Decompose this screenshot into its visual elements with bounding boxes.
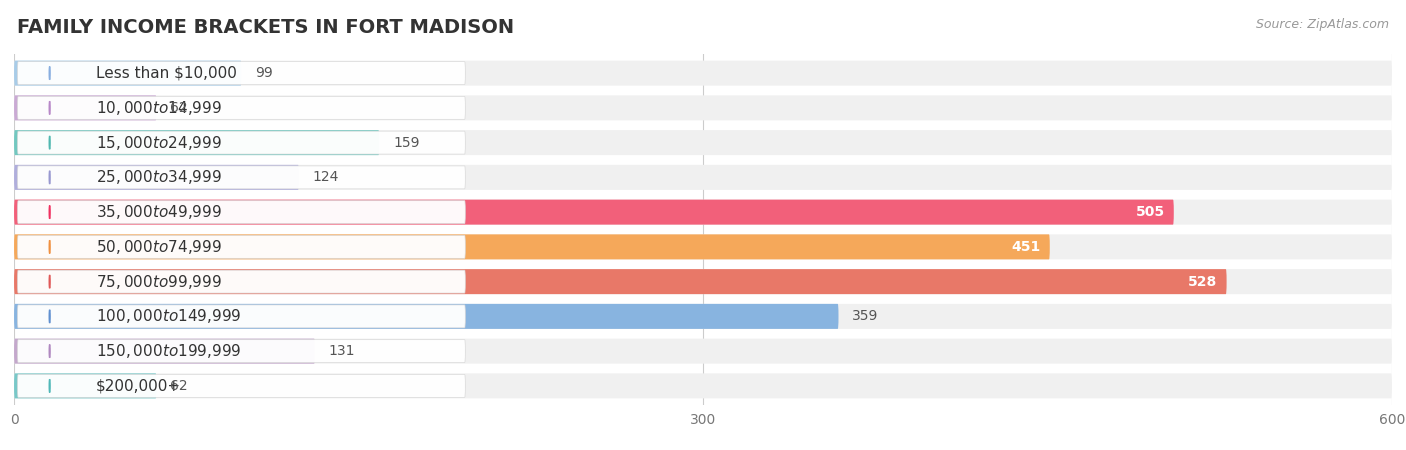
Text: 131: 131 <box>329 344 356 358</box>
FancyBboxPatch shape <box>14 304 1392 329</box>
FancyBboxPatch shape <box>14 95 156 121</box>
Text: 505: 505 <box>1136 205 1164 219</box>
FancyBboxPatch shape <box>14 95 1392 121</box>
Text: 62: 62 <box>170 101 188 115</box>
FancyBboxPatch shape <box>17 131 465 154</box>
Text: $150,000 to $199,999: $150,000 to $199,999 <box>96 342 240 360</box>
Text: $35,000 to $49,999: $35,000 to $49,999 <box>96 203 222 221</box>
Text: $75,000 to $99,999: $75,000 to $99,999 <box>96 273 222 291</box>
Text: FAMILY INCOME BRACKETS IN FORT MADISON: FAMILY INCOME BRACKETS IN FORT MADISON <box>17 18 515 37</box>
FancyBboxPatch shape <box>17 166 465 189</box>
Text: 528: 528 <box>1188 274 1218 288</box>
FancyBboxPatch shape <box>14 234 1392 259</box>
Text: 62: 62 <box>170 379 188 393</box>
FancyBboxPatch shape <box>14 130 380 155</box>
Text: Less than $10,000: Less than $10,000 <box>96 66 236 81</box>
FancyBboxPatch shape <box>14 374 1392 398</box>
Text: 124: 124 <box>312 171 339 184</box>
Text: $100,000 to $149,999: $100,000 to $149,999 <box>96 307 240 325</box>
Text: 99: 99 <box>256 66 273 80</box>
FancyBboxPatch shape <box>17 62 465 85</box>
Text: 359: 359 <box>852 310 879 324</box>
FancyBboxPatch shape <box>17 374 465 397</box>
FancyBboxPatch shape <box>14 269 1392 294</box>
Text: Source: ZipAtlas.com: Source: ZipAtlas.com <box>1256 18 1389 31</box>
FancyBboxPatch shape <box>17 305 465 328</box>
FancyBboxPatch shape <box>14 304 838 329</box>
FancyBboxPatch shape <box>14 269 1226 294</box>
FancyBboxPatch shape <box>17 270 465 293</box>
FancyBboxPatch shape <box>14 61 242 86</box>
FancyBboxPatch shape <box>14 61 1392 86</box>
Text: 451: 451 <box>1011 240 1040 254</box>
FancyBboxPatch shape <box>14 338 315 364</box>
FancyBboxPatch shape <box>14 374 156 398</box>
FancyBboxPatch shape <box>14 200 1392 225</box>
FancyBboxPatch shape <box>14 200 1174 225</box>
Text: $25,000 to $34,999: $25,000 to $34,999 <box>96 168 222 186</box>
FancyBboxPatch shape <box>17 340 465 363</box>
Text: 159: 159 <box>394 135 419 149</box>
Text: $10,000 to $14,999: $10,000 to $14,999 <box>96 99 222 117</box>
FancyBboxPatch shape <box>17 235 465 258</box>
FancyBboxPatch shape <box>14 165 299 190</box>
Text: $200,000+: $200,000+ <box>96 378 181 393</box>
Text: $50,000 to $74,999: $50,000 to $74,999 <box>96 238 222 256</box>
FancyBboxPatch shape <box>14 165 1392 190</box>
FancyBboxPatch shape <box>17 96 465 119</box>
FancyBboxPatch shape <box>14 234 1050 259</box>
FancyBboxPatch shape <box>14 130 1392 155</box>
FancyBboxPatch shape <box>14 338 1392 364</box>
Text: $15,000 to $24,999: $15,000 to $24,999 <box>96 134 222 152</box>
FancyBboxPatch shape <box>17 201 465 224</box>
